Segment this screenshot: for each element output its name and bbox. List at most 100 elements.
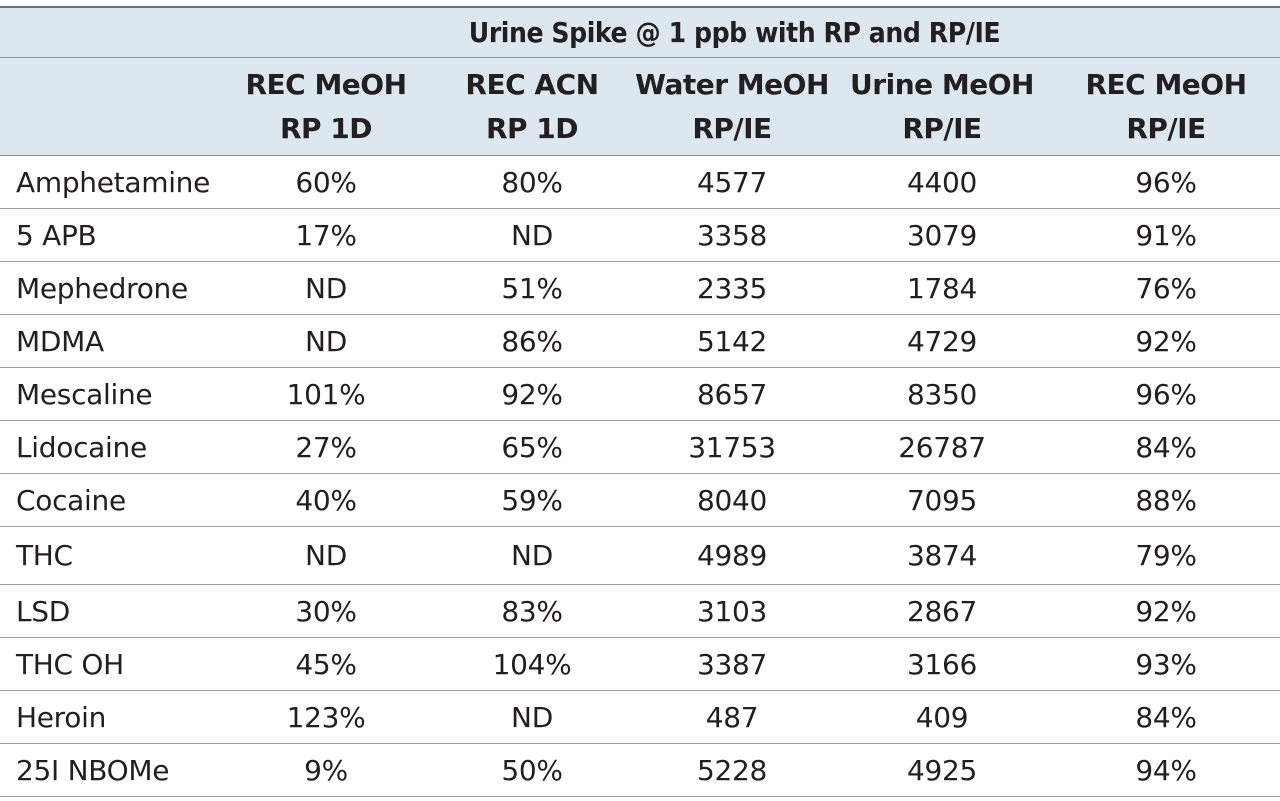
- column-header-line2: RP 1D: [485, 111, 579, 145]
- table-row: Mephedrone ND 51% 2335 1784 76%: [0, 262, 1280, 315]
- value-cell: 94%: [1135, 753, 1197, 787]
- value-cell: 17%: [295, 218, 357, 252]
- value-cell: 84%: [1135, 700, 1197, 734]
- analyte-name-cell: Cocaine: [16, 483, 126, 517]
- value-cell: 93%: [1135, 647, 1197, 681]
- column-header-line2: RP/IE: [692, 111, 772, 145]
- value-cell: ND: [511, 539, 553, 572]
- value-cell: 7095: [906, 483, 978, 517]
- value-cell: 65%: [501, 430, 563, 464]
- column-header-analyte: [0, 58, 220, 155]
- value-cell: 84%: [1135, 430, 1197, 464]
- value-cell: 123%: [286, 700, 366, 734]
- analyte-name-cell: LSD: [16, 594, 71, 628]
- column-header-rec-meoh-rpie: REC MeOH RP/IE: [1052, 58, 1280, 155]
- column-header-line1: REC ACN: [465, 67, 599, 101]
- value-cell: 4925: [906, 753, 978, 787]
- table-row: MDMA ND 86% 5142 4729 92%: [0, 315, 1280, 368]
- value-cell: 3079: [906, 218, 978, 252]
- value-cell: 83%: [501, 594, 563, 628]
- value-cell: 96%: [1135, 377, 1197, 411]
- value-cell: 5142: [696, 324, 768, 358]
- column-header-line1: REC MeOH: [1085, 67, 1247, 101]
- value-cell: 26787: [898, 430, 986, 464]
- table-row: Cocaine 40% 59% 8040 7095 88%: [0, 474, 1280, 527]
- value-cell: 4577: [696, 165, 768, 199]
- value-cell: 5228: [696, 753, 768, 787]
- value-cell: 487: [705, 700, 759, 734]
- value-cell: 91%: [1135, 218, 1197, 252]
- value-cell: 50%: [501, 753, 563, 787]
- value-cell: 40%: [295, 483, 357, 517]
- column-header-row: REC MeOH RP 1D REC ACN RP 1D Water MeOH …: [0, 58, 1280, 156]
- value-cell: 51%: [501, 271, 563, 305]
- spanning-header-row: Urine Spike @ 1 ppb with RP and RP/IE: [0, 6, 1280, 58]
- column-header-line1: Urine MeOH: [850, 67, 1034, 101]
- value-cell: 1784: [906, 271, 978, 305]
- value-cell: 2335: [696, 271, 768, 305]
- table-row: THC ND ND 4989 3874 79%: [0, 527, 1280, 585]
- value-cell: 80%: [501, 165, 563, 199]
- value-cell: 3103: [696, 594, 768, 628]
- column-header-water-meoh-rpie: Water MeOH RP/IE: [632, 58, 832, 155]
- value-cell: ND: [511, 700, 553, 734]
- table-row: Heroin 123% ND 487 409 84%: [0, 691, 1280, 744]
- table-row: THC OH 45% 104% 3387 3166 93%: [0, 638, 1280, 691]
- column-header-line2: RP/IE: [1126, 111, 1206, 145]
- value-cell: 92%: [1135, 594, 1197, 628]
- value-cell: 2867: [906, 594, 978, 628]
- value-cell: 3358: [696, 218, 768, 252]
- value-cell: ND: [511, 218, 553, 252]
- analyte-name-cell: THC: [16, 539, 73, 572]
- value-cell: 79%: [1135, 539, 1197, 572]
- value-cell: 88%: [1135, 483, 1197, 517]
- value-cell: 104%: [492, 647, 572, 681]
- analyte-name-cell: Heroin: [16, 700, 107, 734]
- value-cell: 3166: [906, 647, 978, 681]
- value-cell: 45%: [295, 647, 357, 681]
- value-cell: 409: [915, 700, 969, 734]
- value-cell: 8040: [696, 483, 768, 517]
- table-row: 5 APB 17% ND 3358 3079 91%: [0, 209, 1280, 262]
- analyte-name-cell: 5 APB: [16, 218, 97, 252]
- column-header-line2: RP/IE: [902, 111, 982, 145]
- value-cell: 4400: [906, 165, 978, 199]
- value-cell: 60%: [295, 165, 357, 199]
- value-cell: 8350: [906, 377, 978, 411]
- value-cell: 3387: [696, 647, 768, 681]
- value-cell: 96%: [1135, 165, 1197, 199]
- value-cell: 3874: [906, 539, 978, 572]
- analyte-name-cell: Amphetamine: [16, 165, 211, 199]
- table-row: 25I NBOMe 9% 50% 5228 4925 94%: [0, 744, 1280, 797]
- table-row: Amphetamine 60% 80% 4577 4400 96%: [0, 156, 1280, 209]
- analyte-name-cell: Mephedrone: [16, 271, 188, 305]
- value-cell: ND: [305, 539, 347, 572]
- column-header-urine-meoh-rpie: Urine MeOH RP/IE: [832, 58, 1052, 155]
- value-cell: 4989: [696, 539, 768, 572]
- value-cell: 31753: [688, 430, 776, 464]
- value-cell: 92%: [1135, 324, 1197, 358]
- table-row: LSD 30% 83% 3103 2867 92%: [0, 585, 1280, 638]
- value-cell: ND: [305, 271, 347, 305]
- value-cell: ND: [305, 324, 347, 358]
- analyte-name-cell: Mescaline: [16, 377, 153, 411]
- value-cell: 27%: [295, 430, 357, 464]
- value-cell: 59%: [501, 483, 563, 517]
- column-header-line1: Water MeOH: [635, 67, 829, 101]
- table-row: Mescaline 101% 92% 8657 8350 96%: [0, 368, 1280, 421]
- column-header-rec-acn-rp1d: REC ACN RP 1D: [432, 58, 632, 155]
- analyte-name-cell: Lidocaine: [16, 430, 147, 464]
- value-cell: 101%: [286, 377, 366, 411]
- column-header-line1: REC MeOH: [245, 67, 407, 101]
- spanning-header-title: Urine Spike @ 1 ppb with RP and RP/IE: [468, 16, 1001, 49]
- analyte-name-cell: 25I NBOMe: [16, 753, 170, 787]
- value-cell: 8657: [696, 377, 768, 411]
- column-header-line2: RP 1D: [279, 111, 373, 145]
- column-header-rec-meoh-rp1d: REC MeOH RP 1D: [220, 58, 432, 155]
- value-cell: 92%: [501, 377, 563, 411]
- value-cell: 86%: [501, 324, 563, 358]
- table-row: Lidocaine 27% 65% 31753 26787 84%: [0, 421, 1280, 474]
- value-cell: 9%: [304, 753, 348, 787]
- value-cell: 30%: [295, 594, 357, 628]
